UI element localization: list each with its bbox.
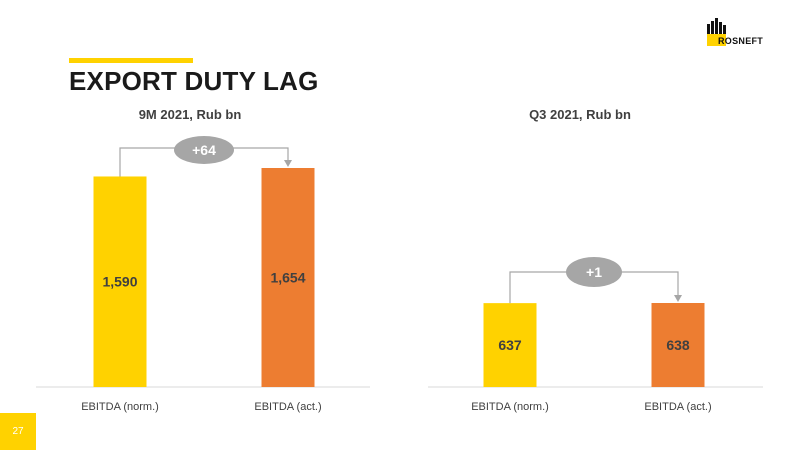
x-tick-label: EBITDA (norm.) <box>81 401 159 413</box>
rosneft-logo-icon <box>707 18 726 46</box>
bar-value-label: 1,590 <box>102 274 137 290</box>
x-tick-label: EBITDA (act.) <box>254 401 321 413</box>
bar-act <box>651 303 705 387</box>
delta-arrowhead <box>674 295 682 302</box>
title-accent-bar <box>69 58 193 63</box>
bar-value-label: 637 <box>498 337 522 353</box>
page-number: 27 <box>0 413 36 450</box>
bar-act <box>261 168 315 387</box>
delta-arrowhead <box>284 160 292 167</box>
delta-label: +64 <box>192 142 216 158</box>
delta-label: +1 <box>586 264 602 280</box>
delta-bubble <box>174 136 234 164</box>
x-tick-label: EBITDA (norm.) <box>471 401 549 413</box>
bar-norm <box>483 303 537 387</box>
bar-value-label: 1,654 <box>270 270 305 286</box>
page-title: EXPORT DUTY LAG <box>69 66 319 96</box>
logo-text: ROSNEFT <box>718 36 764 46</box>
chart-title: Q3 2021, Rub bn <box>529 107 631 122</box>
bar-value-label: 638 <box>666 337 690 353</box>
x-tick-label: EBITDA (act.) <box>644 401 711 413</box>
delta-bubble <box>566 257 622 287</box>
chart-title: 9M 2021, Rub bn <box>139 107 242 122</box>
bar-norm <box>93 176 147 387</box>
